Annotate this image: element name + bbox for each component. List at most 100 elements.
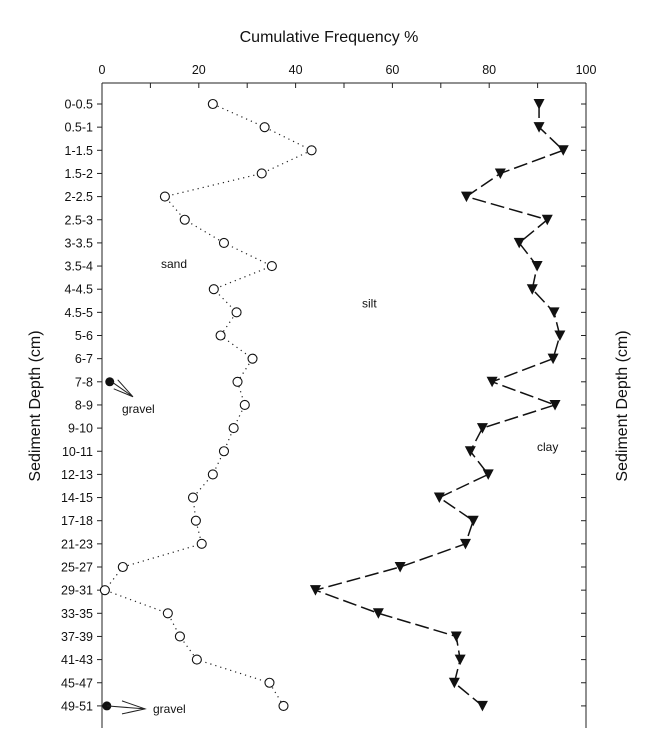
y-tick-label: 25-27 [61,561,93,575]
y-tick-label: 21-23 [61,537,93,551]
sand-marker [239,399,250,411]
sand-marker [162,608,173,619]
clay-marker [459,538,471,550]
sand-marker [256,168,267,179]
gravel-arrow-icon [111,379,134,398]
x-tick-label: 80 [482,63,496,77]
sand-marker [232,376,243,387]
y-tick-label: 2-2.5 [65,190,94,204]
y-tick-label: 12-13 [61,468,93,482]
y-tick-label: 29-31 [61,584,93,598]
annotation-silt: silt [362,296,377,310]
sand-marker [231,307,242,318]
sand-marker [159,191,170,202]
x-tick-label: 40 [289,63,303,77]
clay-marker [467,515,479,527]
y-axis-title: Sediment Depth (cm) [27,330,44,481]
sand-marker [215,330,226,341]
annotation-gravel: gravel [153,702,186,716]
sand-marker [117,561,128,573]
axes: 0 20 40 60 80 100 0-0.5 0.5-1 1-1.5 1.5-2 2-2.5 2.5… [61,63,596,728]
series-clay [309,99,569,712]
sand-marker [264,677,275,688]
y-tick-label: 9-10 [68,422,93,436]
x-tick-label: 0 [99,63,106,77]
clay-marker [460,191,472,203]
y-tick-label: 1-1.5 [65,144,94,158]
sand-marker [196,538,207,549]
clay-marker [450,631,462,642]
sand-marker [191,654,202,665]
y-tick-label: 4.5-5 [65,306,94,320]
clay-marker [548,307,560,318]
sand-marker [179,214,190,225]
series-sand [99,98,317,711]
sand-marker [228,423,239,434]
annotations: sand silt clay gravel gravel [106,257,558,716]
y-tick-label: 14-15 [61,491,93,505]
clay-marker [454,654,466,666]
y-tick-label: 17-18 [61,514,93,528]
sand-marker [218,446,230,457]
x-tick-label: 100 [576,63,597,77]
y-tick-label: 41-43 [61,653,93,667]
y-tick-label: 7-8 [75,375,93,389]
clay-marker [533,99,545,110]
sand-marker [207,469,218,480]
clay-marker [486,376,498,388]
x-axis-title: Cumulative Frequency % [240,29,419,46]
y-tick-label: 33-35 [61,607,93,621]
clay-marker [549,399,561,411]
clay-marker [554,330,566,341]
y-tick-label: 37-39 [61,630,93,644]
clay-marker [476,700,488,712]
clay-marker [464,446,476,457]
sand-marker [187,492,199,503]
clay-marker [533,122,545,133]
annotation-sand: sand [161,257,187,271]
clay-marker [394,562,406,573]
y-tick-label: 49-51 [61,699,93,713]
sand-marker [99,585,110,596]
sand-marker [306,145,317,156]
clay-marker [448,677,460,689]
clay-marker [372,608,384,619]
sand-marker [174,631,185,642]
y-tick-label: 2.5-3 [65,213,94,227]
clay-marker [309,585,321,596]
y-tick-label: 10-11 [62,445,93,459]
clay-marker [513,237,525,249]
y-tick-label: 3-3.5 [65,236,94,250]
y-tick-label: 5-6 [75,329,93,343]
sand-marker [207,98,218,110]
clay-marker [476,423,488,434]
y-axis-title-right: Sediment Depth (cm) [614,330,631,481]
y-tick-label: 6-7 [75,352,93,366]
clay-marker [557,145,569,156]
x-tick-label: 60 [385,63,399,77]
y-tick-label: 0-0.5 [65,98,94,112]
clay-marker [482,469,494,480]
clay-marker [531,261,543,272]
sand-marker [208,284,219,295]
clay-marker [541,214,553,226]
sand-marker [259,122,270,133]
y-tick-label: 3.5-4 [65,260,94,274]
y-tick-label: 1.5-2 [65,167,94,181]
x-tick-label: 20 [192,63,206,77]
y-tick-label: 0.5-1 [65,121,94,135]
annotation-clay: clay [537,440,558,454]
gravel-arrow-icon [106,705,146,710]
y-tick-label: 8-9 [75,398,93,412]
y-tick-label: 4-4.5 [65,283,94,297]
sand-marker [266,260,277,272]
clay-marker [433,492,445,504]
clay-line [312,104,565,707]
sand-marker [278,700,289,711]
sand-marker [190,515,201,526]
annotation-gravel: gravel [122,402,155,416]
clay-marker [494,168,506,179]
clay-marker [547,353,559,365]
